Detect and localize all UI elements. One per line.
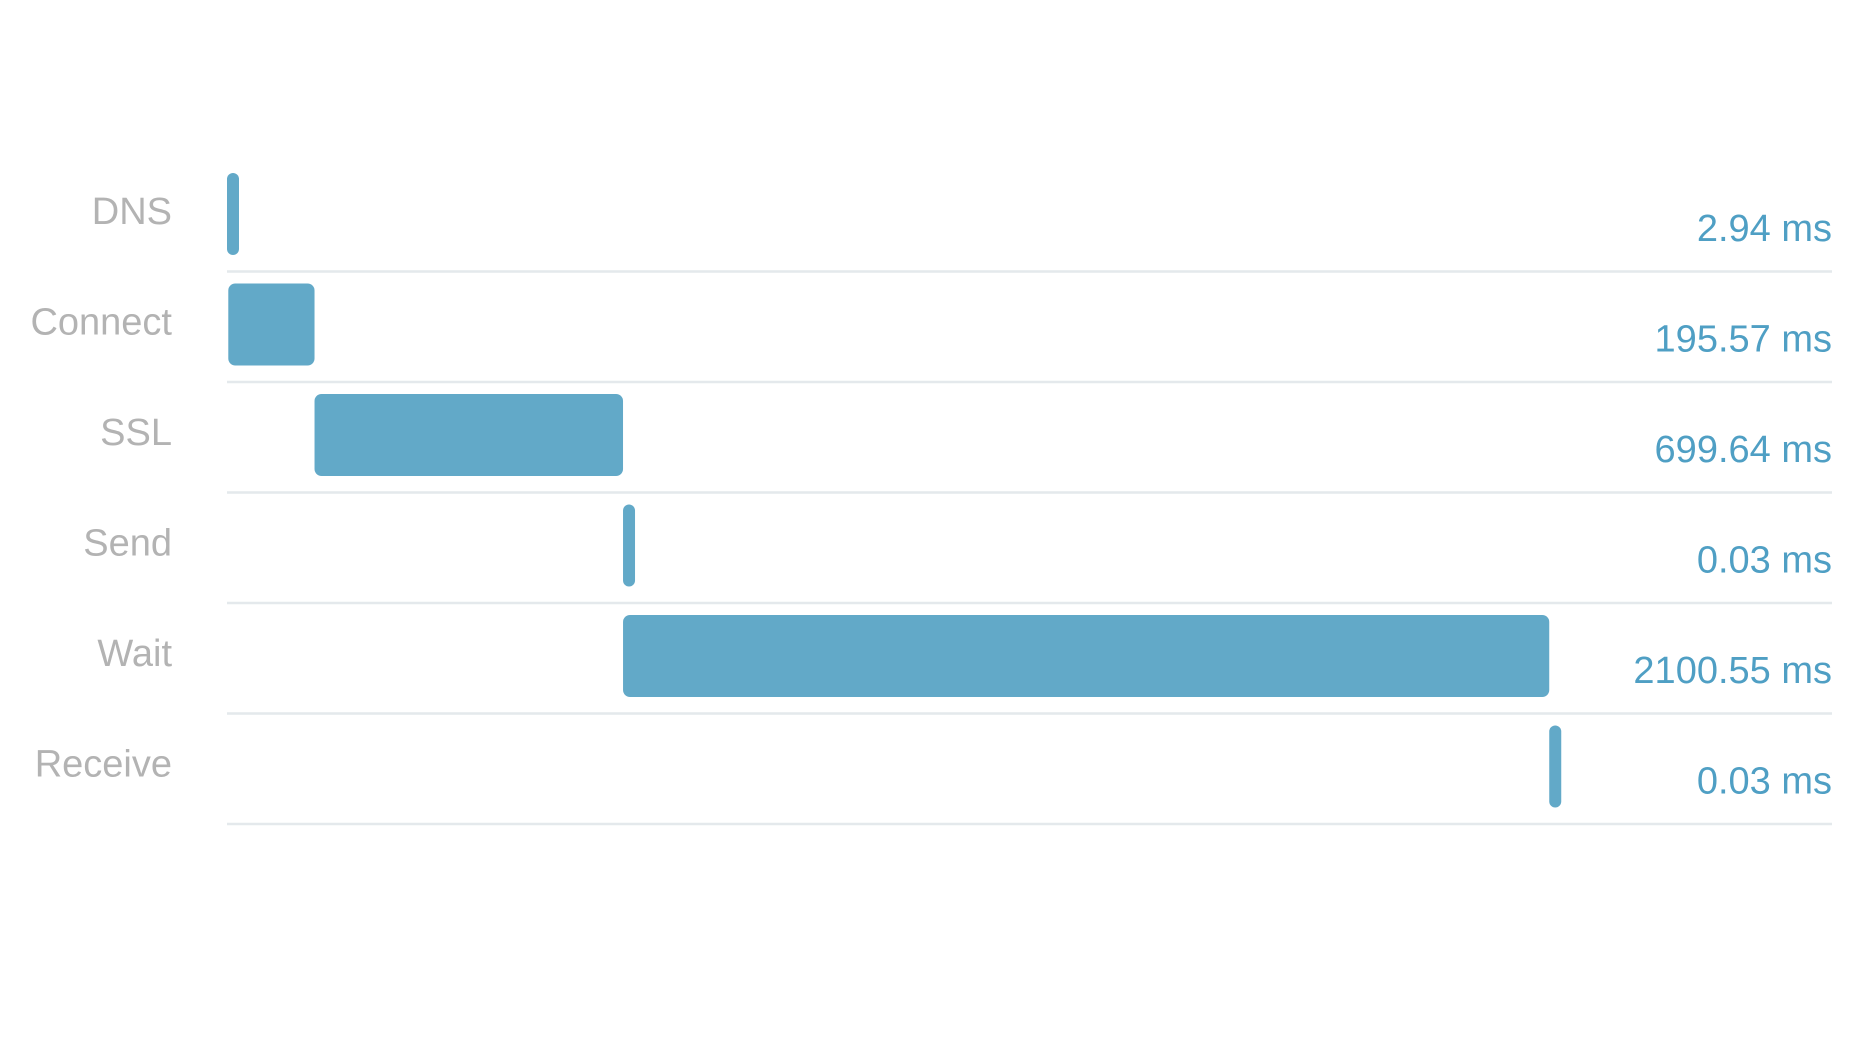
duration-label-send: 0.03 ms [1697,540,1832,582]
bar-wait [623,615,1550,697]
gridlines [227,270,1832,826]
phase-labels: DNS Connect SSL Send Wait Receive [30,191,172,786]
bar-dns [227,173,239,255]
phase-label-dns: DNS [92,191,172,233]
bar-receive [1549,725,1562,808]
phase-label-receive: Receive [35,744,172,786]
phase-label-send: Send [83,523,172,565]
phase-label-ssl: SSL [100,412,172,454]
timing-bars [227,173,1562,808]
duration-label-connect: 195.57 ms [1655,319,1832,361]
duration-labels: 2.94 ms 195.57 ms 699.64 ms 0.03 ms 2100.55 … [1633,208,1832,803]
bar-send [623,504,636,587]
duration-label-wait: 2100.55 ms [1633,650,1832,692]
bar-connect [228,283,315,366]
phase-label-wait: Wait [97,633,172,675]
duration-label-ssl: 699.64 ms [1655,429,1832,471]
bar-ssl [314,394,624,476]
phase-label-connect: Connect [30,302,172,344]
duration-label-receive: 0.03 ms [1697,761,1832,803]
duration-label-dns: 2.94 ms [1697,208,1832,250]
